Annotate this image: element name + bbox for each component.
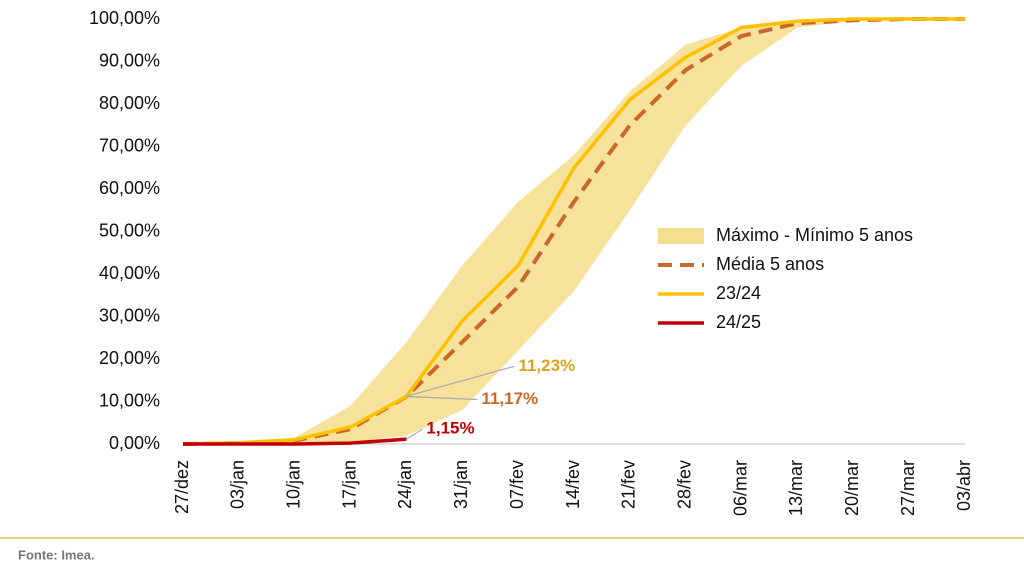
y-tick-label: 100,00% xyxy=(89,8,160,28)
x-tick-label: 27/mar xyxy=(898,460,918,516)
leader-line xyxy=(406,395,478,401)
x-tick-label: 21/fev xyxy=(619,460,639,509)
y-tick-label: 60,00% xyxy=(99,178,160,198)
x-tick-label: 14/fev xyxy=(563,460,583,509)
source: Fonte: Imea. xyxy=(18,547,95,562)
series-line xyxy=(182,17,965,446)
x-tick-label: 03/abr xyxy=(954,460,974,511)
y-tick-label: 80,00% xyxy=(99,93,160,113)
legend-label: Máximo - Mínimo 5 anos xyxy=(716,225,913,245)
legend-label: Média 5 anos xyxy=(716,254,824,274)
x-tick-label: 20/mar xyxy=(842,460,862,516)
y-tick-label: 90,00% xyxy=(99,50,160,70)
x-tick-label: 07/fev xyxy=(507,460,527,509)
x-tick-label: 24/jan xyxy=(395,460,415,509)
x-tick-label: 03/jan xyxy=(228,460,248,509)
x-tick-label: 13/mar xyxy=(786,460,806,516)
x-tick-label: 06/mar xyxy=(730,460,750,516)
value-label: 1,15% xyxy=(426,419,474,438)
y-tick-label: 0,00% xyxy=(109,433,160,453)
series-line xyxy=(183,437,407,446)
y-tick-label: 20,00% xyxy=(99,348,160,368)
y-tick-label: 10,00% xyxy=(99,390,160,410)
leader-line xyxy=(406,365,515,397)
x-tick-label: 17/jan xyxy=(339,460,359,509)
y-tick-label: 40,00% xyxy=(99,263,160,283)
legend-label: 23/24 xyxy=(716,283,761,303)
x-tick-label: 10/jan xyxy=(283,460,303,509)
range-band xyxy=(183,19,965,444)
value-label: 11,17% xyxy=(481,389,538,408)
x-tick-label: 27/dez xyxy=(172,460,192,514)
leader-line xyxy=(406,428,423,440)
legend-label: 24/25 xyxy=(716,312,761,332)
value-label: 11,23% xyxy=(518,356,575,375)
y-tick-label: 30,00% xyxy=(99,305,160,325)
legend-swatch xyxy=(658,228,704,244)
x-tick-label: 28/fev xyxy=(674,460,694,509)
y-tick-label: 50,00% xyxy=(99,220,160,240)
x-tick-label: 31/jan xyxy=(451,460,471,509)
y-tick-label: 70,00% xyxy=(99,135,160,155)
